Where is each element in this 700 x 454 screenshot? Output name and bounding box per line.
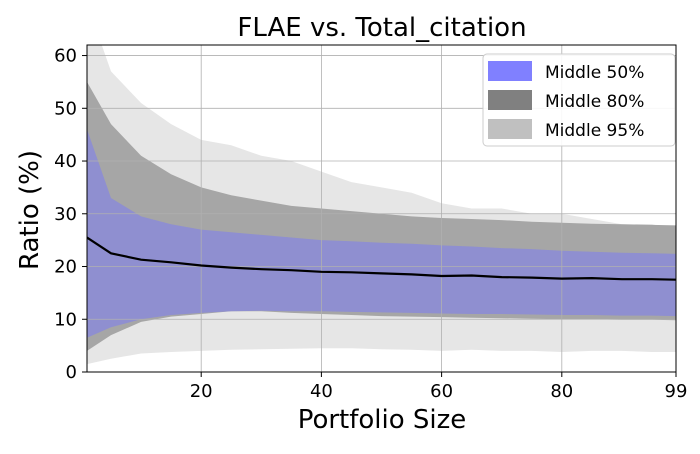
y-tick-label: 60 xyxy=(54,46,77,67)
median-line xyxy=(87,236,676,281)
y-tick-label: 10 xyxy=(54,309,77,330)
y-tick-label: 40 xyxy=(54,151,77,172)
legend-swatch-middle-50 xyxy=(488,61,532,81)
plot-frame xyxy=(86,44,677,373)
legend-label-middle-95: Middle 95% xyxy=(545,121,644,141)
grid-lines xyxy=(87,45,676,372)
x-axis-label: Portfolio Size xyxy=(298,405,467,435)
chart-title: FLAE vs. Total_citation xyxy=(237,13,526,43)
y-tick-label: 20 xyxy=(54,257,77,278)
legend-label-middle-80: Middle 80% xyxy=(545,92,644,112)
y-tick-label: 50 xyxy=(54,98,77,119)
x-tick-label: 20 xyxy=(190,381,213,402)
x-tick-label: 40 xyxy=(310,381,333,402)
axes: 20 40 60 80 99 0 10 20 30 40 50 60 xyxy=(54,44,688,402)
band-middle-50- xyxy=(87,129,676,338)
y-axis-label: Ratio (%) xyxy=(15,150,45,270)
legend-swatch-middle-80 xyxy=(488,90,532,110)
x-tick-label: 99 xyxy=(665,381,688,402)
legend-label-middle-50: Middle 50% xyxy=(545,63,644,83)
y-tick-label: 30 xyxy=(54,204,77,225)
chart-legend: Middle 50% Middle 80% Middle 95% xyxy=(482,53,676,147)
y-tick-label: 0 xyxy=(66,362,77,383)
x-tick-label: 80 xyxy=(550,381,573,402)
legend-swatch-middle-95 xyxy=(488,119,532,139)
x-tick-label: 60 xyxy=(430,381,453,402)
